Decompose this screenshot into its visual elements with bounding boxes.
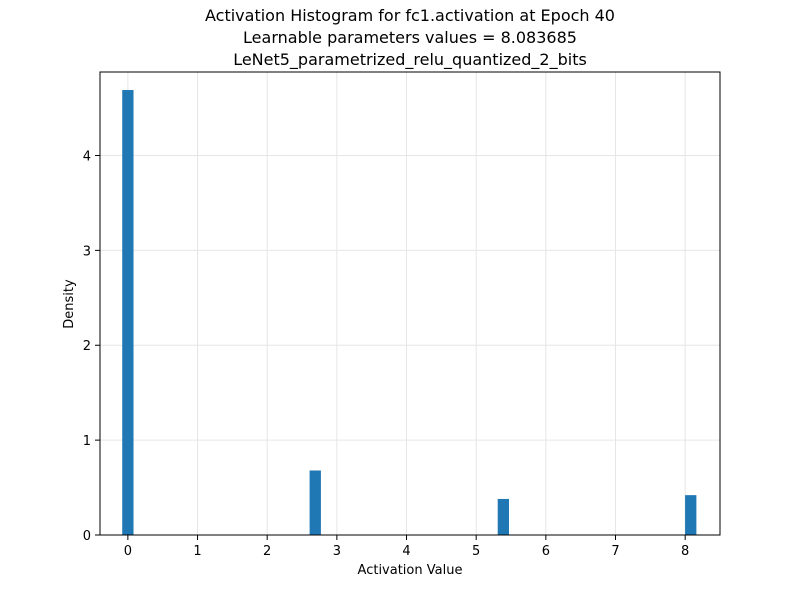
y-tick-label: 1 [83, 434, 91, 449]
y-tick-label: 2 [83, 339, 91, 354]
y-tick-label: 4 [83, 149, 91, 164]
x-tick-label: 8 [681, 544, 689, 559]
y-axis-ticks: 0 1 2 3 4 [83, 149, 100, 544]
x-tick-label: 7 [611, 544, 619, 559]
chart-title-line-2: Learnable parameters values = 8.083685 [243, 28, 577, 47]
x-tick-label: 3 [333, 544, 341, 559]
y-tick-label: 3 [83, 244, 91, 259]
x-axis-label: Activation Value [358, 563, 463, 578]
chart-title-line-1: Activation Histogram for fc1.activation … [205, 6, 615, 25]
x-tick-label: 1 [193, 544, 201, 559]
x-tick-label: 4 [402, 544, 410, 559]
chart-title-line-3: LeNet5_parametrized_relu_quantized_2_bit… [233, 50, 587, 69]
x-tick-label: 5 [472, 544, 480, 559]
grid-lines [100, 72, 720, 536]
histogram-bar [497, 498, 509, 535]
x-tick-label: 6 [542, 544, 550, 559]
x-tick-label: 2 [263, 544, 271, 559]
y-axis-label: Density [62, 279, 77, 329]
histogram-bar [685, 495, 697, 535]
bars [122, 90, 697, 535]
y-tick-label: 0 [83, 529, 91, 544]
histogram-bar [309, 470, 321, 535]
x-axis-ticks: 0 1 2 3 4 5 6 7 8 [124, 535, 689, 559]
x-tick-label: 0 [124, 544, 132, 559]
histogram-bar [122, 90, 134, 535]
plot-frame [99, 71, 721, 536]
